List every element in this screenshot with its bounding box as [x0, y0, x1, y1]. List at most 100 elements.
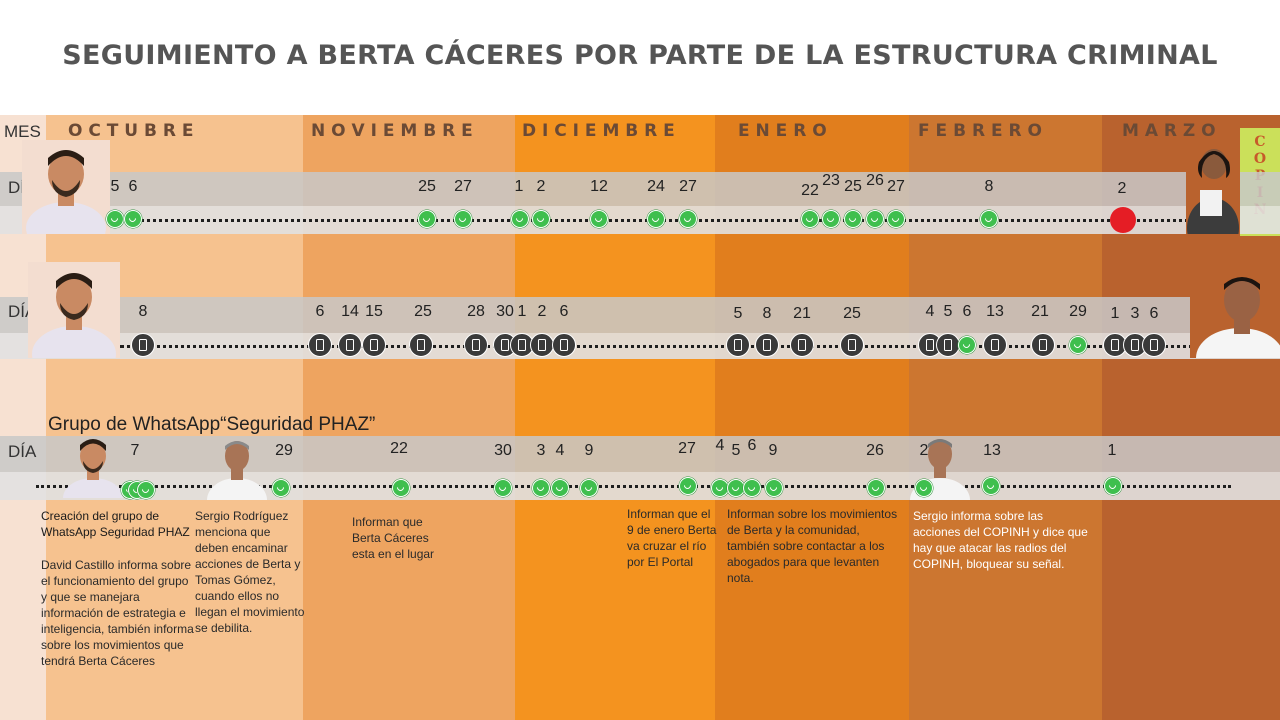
avatar-berta-caceres [1186, 140, 1240, 234]
whatsapp-icon [1104, 477, 1122, 495]
row1-day-strip [0, 172, 1280, 206]
whatsapp-icon [590, 210, 608, 228]
phone-icon [726, 333, 750, 357]
row3-day: 9 [584, 442, 594, 459]
row2-day: 6 [315, 303, 325, 320]
phone-icon [131, 333, 155, 357]
whatsapp-icon [551, 479, 569, 497]
row3-day: 22 [390, 440, 408, 457]
whatsapp-icon [765, 479, 783, 497]
row1-day: 12 [590, 178, 608, 195]
row2-day: 2 [537, 303, 547, 320]
whatsapp-icon [532, 479, 550, 497]
row2-day: 25 [414, 303, 432, 320]
whatsapp-icon [915, 479, 933, 497]
phone-icon [530, 333, 554, 357]
row3-day: 4 [715, 437, 725, 454]
phone-icon [1142, 333, 1166, 357]
whatsapp-icon [106, 210, 124, 228]
note-grupo-creacion: Creación del grupo de WhatsApp Seguridad… [41, 509, 190, 539]
whatsapp-icon [801, 210, 819, 228]
row1-day: 27 [887, 178, 905, 195]
whatsapp-icon [272, 479, 290, 497]
whatsapp-icon [867, 479, 885, 497]
phone-icon [983, 333, 1007, 357]
month-febrero: F E B R E R O [918, 121, 1042, 141]
row1-day: 2 [1117, 180, 1127, 197]
row2-day: 25 [843, 305, 861, 322]
whatsapp-icon [844, 210, 862, 228]
whatsapp-icon [679, 477, 697, 495]
phone-icon [918, 333, 942, 357]
row2-day: 6 [1149, 305, 1159, 322]
avatar-man-right [1190, 266, 1280, 358]
row2-day: 13 [986, 303, 1004, 320]
row1-day: 8 [984, 178, 994, 195]
row1-day: 22 [801, 182, 819, 199]
row3-day: 29 [275, 442, 293, 459]
whatsapp-icon [887, 210, 905, 228]
note-sergio-rodriguez: Sergio Rodríguez menciona que deben enca… [195, 509, 305, 635]
avatar-sergio-rodriguez [204, 434, 270, 500]
row1-day: 6 [128, 178, 138, 195]
row1-day: 1 [514, 178, 524, 195]
whatsapp-icon [866, 210, 884, 228]
row2-day: 1 [1110, 305, 1120, 322]
month-marzo: M A R Z O [1122, 121, 1216, 141]
group-title: Grupo de WhatsApp“Seguridad PHAZ” [48, 414, 376, 435]
whatsapp-icon [1069, 336, 1087, 354]
row2-day: 29 [1069, 303, 1087, 320]
page-title: SEGUIMIENTO A BERTA CÁCERES POR PARTE DE… [62, 40, 1218, 71]
whatsapp-icon [647, 210, 665, 228]
whatsapp-icon [822, 210, 840, 228]
row3-day: 13 [983, 442, 1001, 459]
row2-day: 1 [517, 303, 527, 320]
row2-day: 21 [793, 305, 811, 322]
row3-day: 27 [678, 440, 696, 457]
row2-day: 30 [496, 303, 514, 320]
row2-day: 28 [467, 303, 485, 320]
avatar-david-castillo [22, 140, 110, 234]
note-atacar-radios: Sergio informa sobre las acciones del CO… [913, 509, 1088, 571]
whatsapp-icon [418, 210, 436, 228]
row1-day: 5 [110, 178, 120, 195]
row3-day: 4 [555, 442, 565, 459]
row2-day: 6 [962, 303, 972, 320]
phone-icon [308, 333, 332, 357]
row1-day: 23 [822, 172, 840, 189]
month-octubre: O C T U B R E [68, 121, 194, 141]
row3-dia-label: DÍA [8, 442, 37, 461]
row1-day: 25 [844, 178, 862, 195]
whatsapp-icon [980, 210, 998, 228]
whatsapp-icon [454, 210, 472, 228]
whatsapp-icon [679, 210, 697, 228]
note-berta-en-lugar: Informan que Berta Cáceres esta en el lu… [352, 515, 435, 561]
row2-timeline [120, 345, 1200, 348]
row1-day: 2 [536, 178, 546, 195]
row2-day: 5 [943, 303, 953, 320]
avatar-david-castillo-3 [60, 432, 126, 498]
row3-day: 6 [747, 437, 757, 454]
note-cruzar-rio: Informan que el 9 de enero Berta va cruz… [627, 507, 717, 569]
row3-day: 5 [731, 442, 741, 459]
red-dot-marker [1110, 207, 1136, 233]
phone-icon [936, 333, 960, 357]
row2-day: 8 [762, 305, 772, 322]
row3-day: 1 [1107, 442, 1117, 459]
phone-icon [790, 333, 814, 357]
row3-day-strip [0, 436, 1280, 472]
row1-day: 27 [454, 178, 472, 195]
month-diciembre: D I C I E M B R E [522, 121, 675, 141]
phone-icon [464, 333, 488, 357]
row2-day: 6 [559, 303, 569, 320]
month-enero: E N E R O [738, 121, 827, 141]
row3-day: 30 [494, 442, 512, 459]
row1-day: 26 [866, 172, 884, 189]
whatsapp-icon [511, 210, 529, 228]
phone-icon [338, 333, 362, 357]
whatsapp-icon [137, 481, 155, 499]
phone-icon [755, 333, 779, 357]
whatsapp-icon [982, 477, 1000, 495]
phone-icon [409, 333, 433, 357]
row2-day: 3 [1130, 305, 1140, 322]
